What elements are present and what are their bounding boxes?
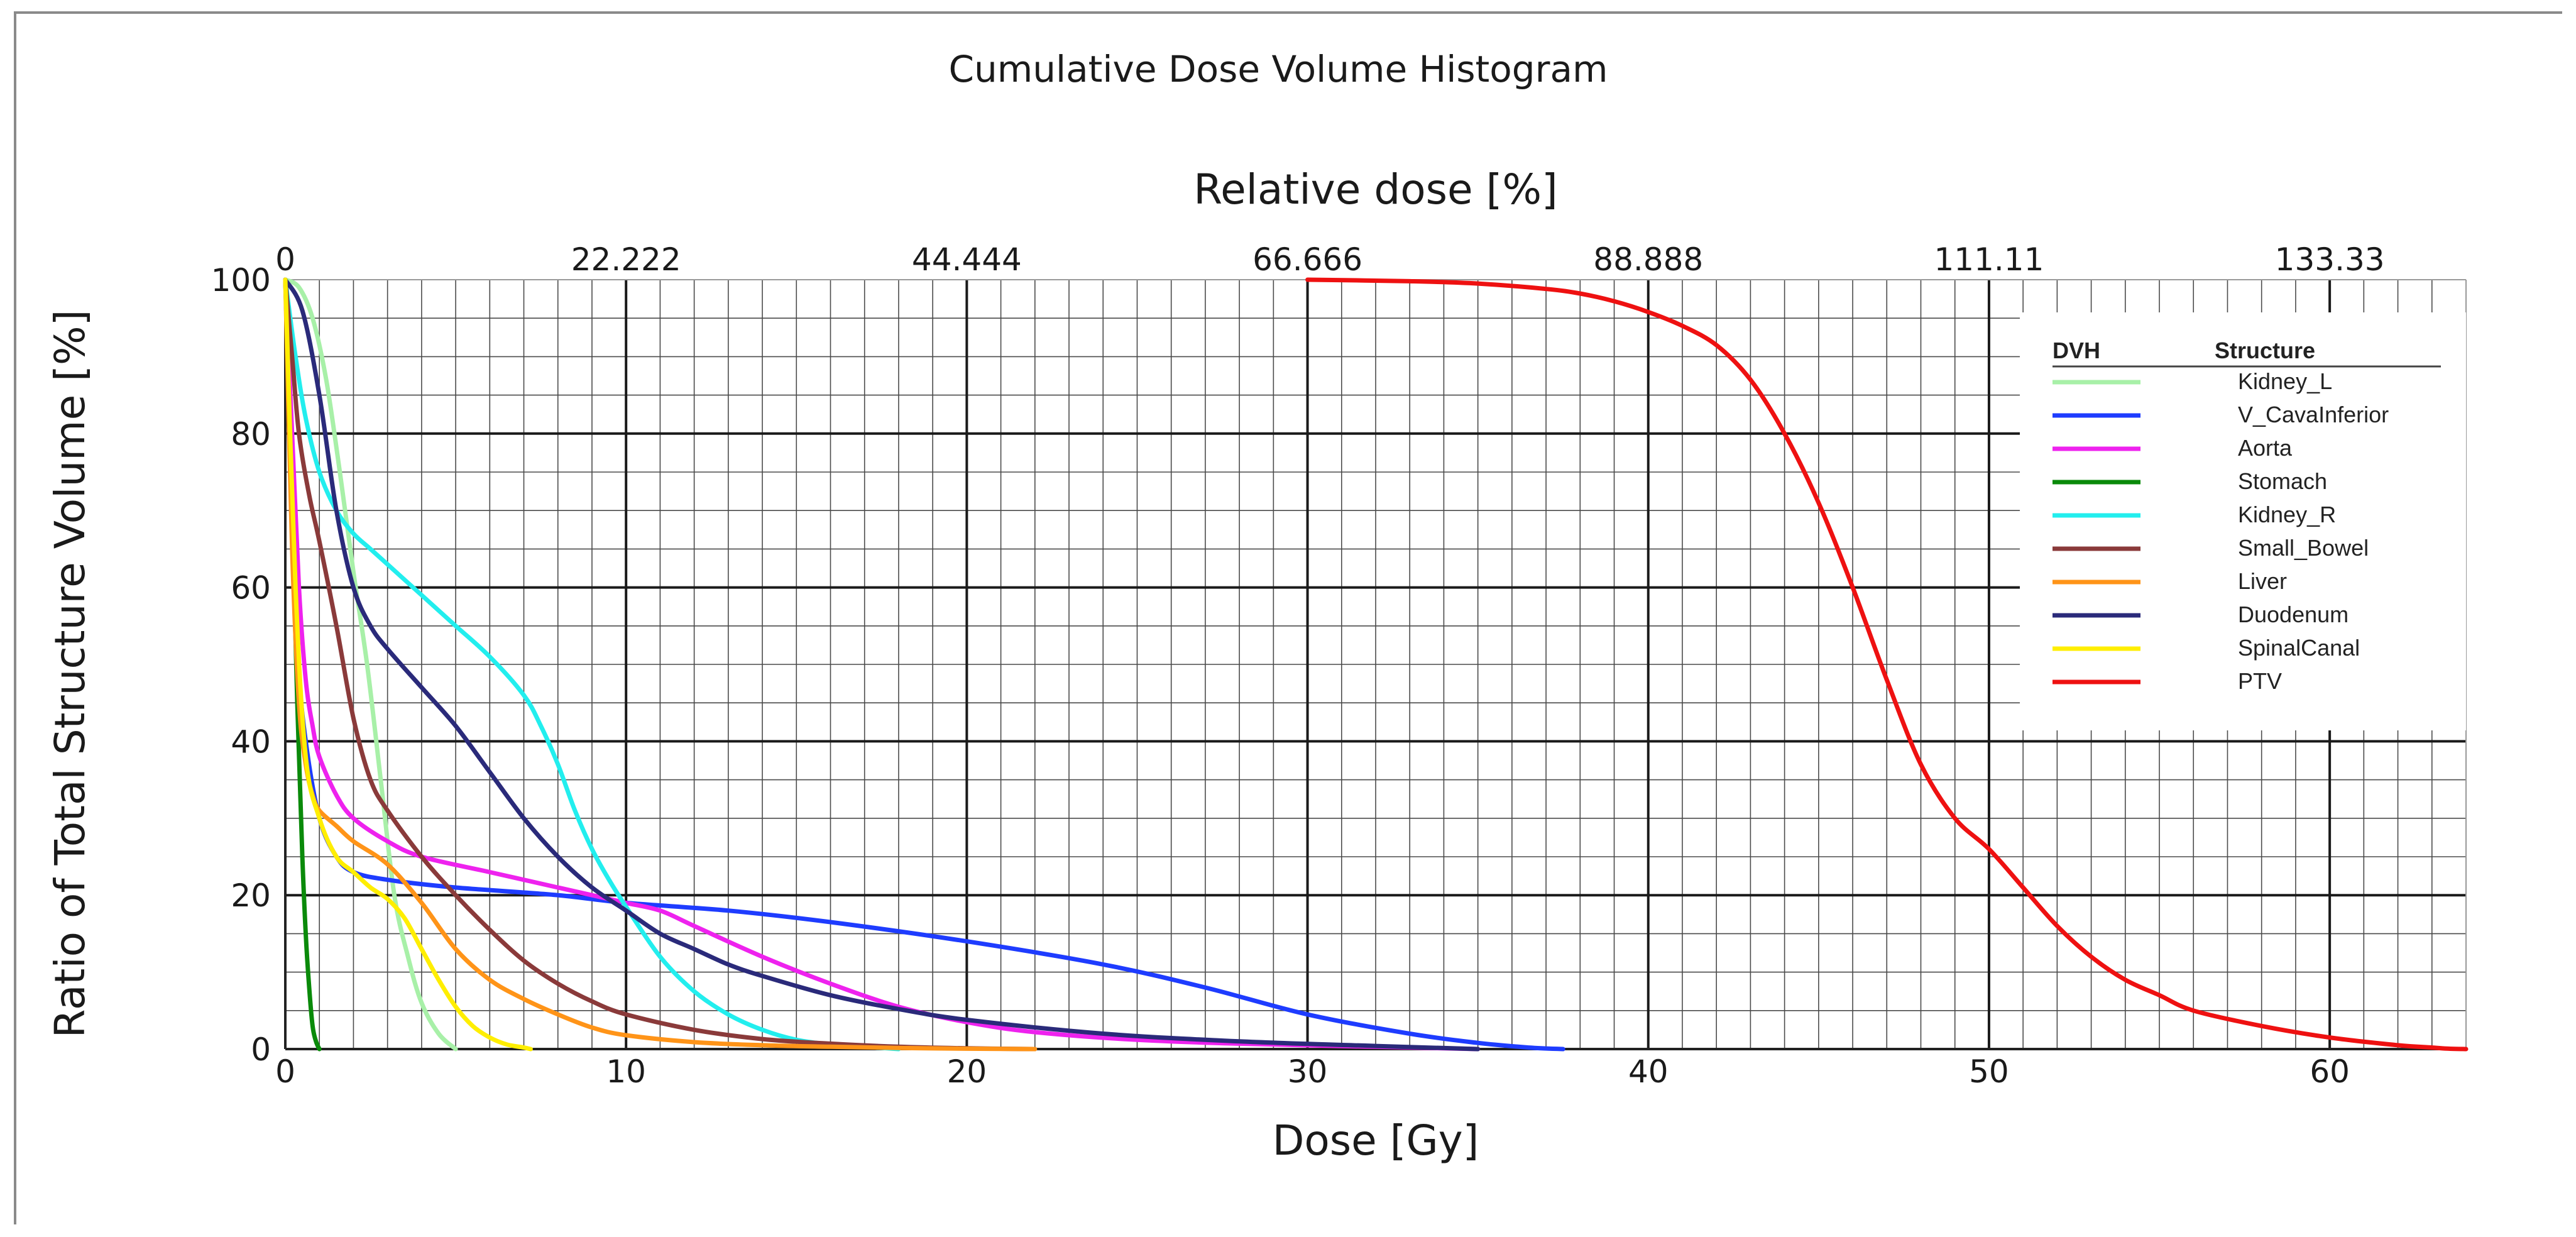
legend-label-ptv: PTV — [2238, 668, 2282, 694]
legend-label-small-bowel: Small_Bowel — [2238, 535, 2369, 561]
y-tick-label: 0 — [251, 1031, 271, 1068]
series-lines — [283, 277, 2469, 1052]
relative-dose-axis-label: Relative dose [%] — [1193, 165, 1558, 214]
relative-dose-tick-label: 111.11 — [1934, 241, 2044, 278]
y-tick-label: 100 — [211, 262, 271, 299]
y-axis-label: Ratio of Total Structure Volume [%] — [46, 310, 94, 1038]
chart-frame: Cumulative Dose Volume Histogram Relativ… — [14, 11, 2565, 1227]
y-tick-labels: 0 20 40 60 80 100 — [211, 262, 271, 1068]
relative-dose-tick-label: 66.666 — [1252, 241, 1362, 278]
legend-label-kidney-r: Kidney_R — [2238, 502, 2336, 527]
x-tick-label: 40 — [1628, 1053, 1669, 1090]
plot-border — [284, 279, 2467, 1050]
relative-dose-tick-label: 133.33 — [2275, 241, 2385, 278]
series-line-spinalcanal — [283, 277, 533, 1052]
series-line-kidney-l — [283, 277, 458, 1052]
legend-label-duodenum: Duodenum — [2238, 602, 2349, 627]
legend-label-v-cavainferior: V_CavaInferior — [2238, 402, 2389, 427]
y-tick-label: 60 — [231, 570, 271, 607]
legend: DVH Structure Kidney_L V_CavaInferior Aort… — [2020, 312, 2466, 730]
legend-label-spinalcanal: SpinalCanal — [2238, 635, 2360, 661]
relative-dose-tick-label: 44.444 — [912, 241, 1022, 278]
x-tick-label: 20 — [947, 1053, 987, 1090]
relative-dose-tick-label: 88.888 — [1593, 241, 1703, 278]
legend-label-aorta: Aorta — [2238, 435, 2293, 461]
y-tick-label: 40 — [231, 723, 271, 760]
relative-dose-tick-label: 22.222 — [571, 241, 681, 278]
x-tick-label: 10 — [606, 1053, 646, 1090]
series-line-small-bowel — [283, 277, 1038, 1052]
y-tick-label: 80 — [231, 416, 271, 453]
y-tick-label: 20 — [231, 877, 271, 914]
series-line-ptv — [1305, 277, 2469, 1052]
legend-label-kidney-l: Kidney_L — [2238, 368, 2332, 394]
x-tick-label: 60 — [2310, 1053, 2350, 1090]
series-line-liver — [283, 277, 1038, 1052]
x-axis-label: Dose [Gy] — [1273, 1116, 1479, 1165]
chart-title: Cumulative Dose Volume Histogram — [949, 48, 1608, 91]
x-tick-label: 0 — [275, 1053, 295, 1090]
legend-header-structure: Structure — [2215, 338, 2315, 363]
legend-label-stomach: Stomach — [2238, 468, 2327, 494]
relative-dose-tick-labels: 0 22.222 44.444 66.666 88.888 111.11 133.33 — [275, 241, 2385, 278]
series-line-duodenum — [283, 277, 1481, 1052]
dvh-chart: Cumulative Dose Volume Histogram Relativ… — [16, 14, 2565, 1227]
x-tick-labels: 0 10 20 30 40 50 60 — [275, 1053, 2350, 1090]
x-tick-label: 30 — [1288, 1053, 1328, 1090]
series-line-kidney-r — [283, 277, 901, 1052]
relative-dose-tick-label: 0 — [275, 241, 295, 278]
x-tick-label: 50 — [1969, 1053, 2009, 1090]
legend-header-dvh: DVH — [2053, 338, 2100, 363]
legend-label-liver: Liver — [2238, 568, 2287, 594]
legend-items: Kidney_L V_CavaInferior Aorta Stomach Kidney… — [2053, 368, 2389, 694]
